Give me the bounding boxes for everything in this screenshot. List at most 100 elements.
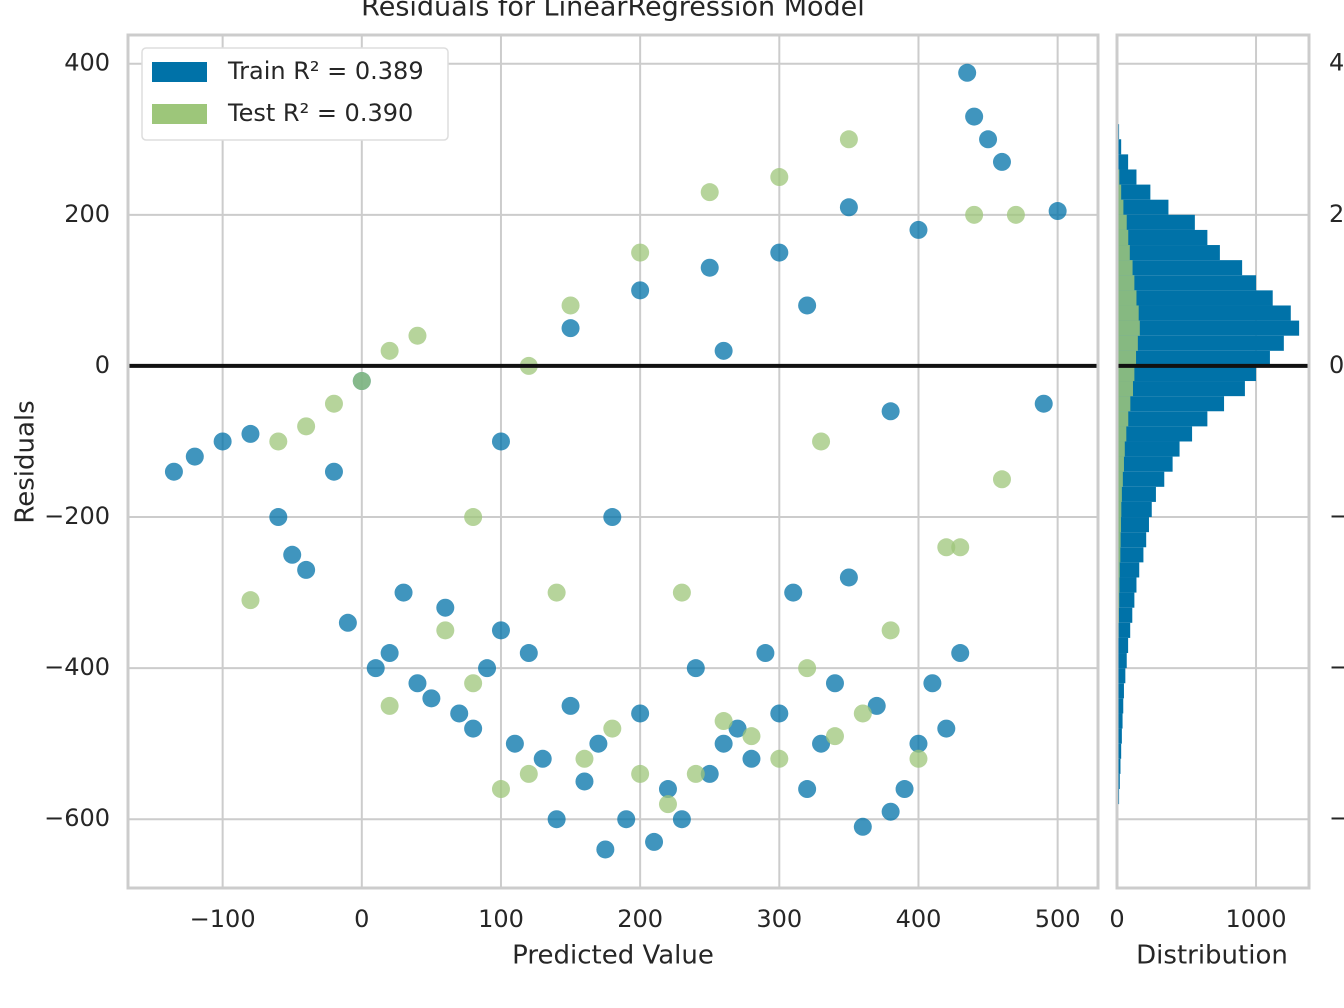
point bbox=[812, 734, 831, 753]
histogram-bar bbox=[1117, 245, 1130, 261]
point bbox=[380, 696, 399, 715]
histogram-bar bbox=[1117, 229, 1208, 246]
point bbox=[589, 734, 608, 753]
histogram-bar bbox=[1117, 637, 1129, 654]
y-tick-label: −200 bbox=[1329, 502, 1344, 530]
y-tick-label: −200 bbox=[44, 502, 110, 530]
histogram-bar bbox=[1117, 411, 1208, 427]
point bbox=[631, 704, 650, 723]
histogram-bar bbox=[1117, 365, 1257, 382]
point bbox=[436, 621, 455, 640]
point bbox=[631, 764, 650, 783]
point bbox=[770, 168, 789, 187]
histogram-bar bbox=[1117, 426, 1127, 442]
point bbox=[742, 727, 761, 746]
histogram-bar bbox=[1117, 335, 1284, 351]
y-axis-label: Residuals bbox=[11, 400, 41, 523]
histogram-bar bbox=[1117, 199, 1169, 215]
point bbox=[853, 704, 872, 723]
point bbox=[561, 696, 580, 715]
histogram-bar bbox=[1117, 350, 1137, 366]
point bbox=[951, 644, 970, 663]
histogram-bar bbox=[1117, 532, 1121, 548]
point bbox=[658, 780, 677, 799]
point bbox=[631, 243, 650, 262]
histogram-bar bbox=[1117, 184, 1122, 200]
point bbox=[909, 734, 928, 753]
point bbox=[798, 659, 817, 678]
point bbox=[617, 810, 636, 829]
point bbox=[380, 644, 399, 663]
x-tick-label: 1000 bbox=[1225, 905, 1286, 933]
point bbox=[491, 432, 510, 451]
histogram-bar bbox=[1117, 698, 1124, 714]
point bbox=[519, 644, 538, 663]
legend-label: Train R² = 0.389 bbox=[227, 57, 424, 85]
point bbox=[269, 432, 288, 451]
histogram-bar bbox=[1117, 683, 1124, 699]
point bbox=[965, 205, 984, 224]
point bbox=[561, 319, 580, 338]
point bbox=[798, 296, 817, 315]
histogram-bar bbox=[1117, 320, 1300, 336]
y-tick-label: −600 bbox=[44, 804, 110, 832]
histogram-bar bbox=[1117, 728, 1122, 744]
point bbox=[1006, 205, 1025, 224]
point bbox=[491, 780, 510, 799]
point bbox=[603, 508, 622, 527]
histogram-bar bbox=[1117, 743, 1122, 759]
histogram-bar bbox=[1117, 365, 1135, 382]
histogram-bar bbox=[1117, 305, 1139, 321]
point bbox=[770, 704, 789, 723]
histogram-bar bbox=[1117, 501, 1152, 518]
point bbox=[338, 613, 357, 632]
point bbox=[784, 583, 803, 602]
histogram-bar bbox=[1117, 441, 1180, 457]
point bbox=[714, 712, 733, 731]
point bbox=[770, 749, 789, 768]
x-tick-label: 0 bbox=[354, 905, 369, 933]
histogram-bar bbox=[1117, 622, 1131, 638]
y-tick-label: 200 bbox=[64, 200, 110, 228]
point bbox=[714, 734, 733, 753]
point bbox=[658, 795, 677, 814]
point bbox=[867, 696, 886, 715]
point bbox=[575, 772, 594, 791]
y-tick-label: −600 bbox=[1329, 804, 1344, 832]
point bbox=[408, 674, 427, 693]
point bbox=[164, 462, 183, 481]
histogram-bar bbox=[1117, 758, 1121, 774]
point bbox=[575, 749, 594, 768]
y-tick-label: 200 bbox=[1329, 200, 1344, 228]
point bbox=[464, 508, 483, 527]
point bbox=[937, 538, 956, 557]
plot-area bbox=[128, 35, 1098, 888]
point bbox=[825, 727, 844, 746]
point bbox=[464, 674, 483, 693]
histogram-bar bbox=[1117, 517, 1149, 533]
histogram-bar bbox=[1117, 653, 1127, 669]
point bbox=[213, 432, 232, 451]
point bbox=[728, 719, 747, 738]
x-tick-label: 400 bbox=[896, 905, 942, 933]
histogram-bar bbox=[1117, 411, 1129, 427]
point bbox=[1034, 394, 1053, 413]
point bbox=[450, 704, 469, 723]
legend-swatch bbox=[152, 62, 207, 82]
histogram-bar bbox=[1117, 577, 1137, 593]
legend-swatch bbox=[152, 104, 207, 124]
point bbox=[464, 719, 483, 738]
histogram-bar bbox=[1117, 426, 1193, 442]
point bbox=[366, 659, 385, 678]
point bbox=[958, 63, 977, 82]
x-tick-label: 200 bbox=[617, 905, 663, 933]
point bbox=[561, 296, 580, 315]
point bbox=[672, 583, 691, 602]
histogram-bar bbox=[1117, 471, 1123, 487]
point bbox=[909, 220, 928, 239]
point bbox=[839, 130, 858, 149]
y-tick-label: 0 bbox=[95, 351, 110, 379]
point bbox=[380, 341, 399, 360]
histogram-bar bbox=[1117, 184, 1151, 200]
histogram-bar bbox=[1117, 214, 1127, 230]
